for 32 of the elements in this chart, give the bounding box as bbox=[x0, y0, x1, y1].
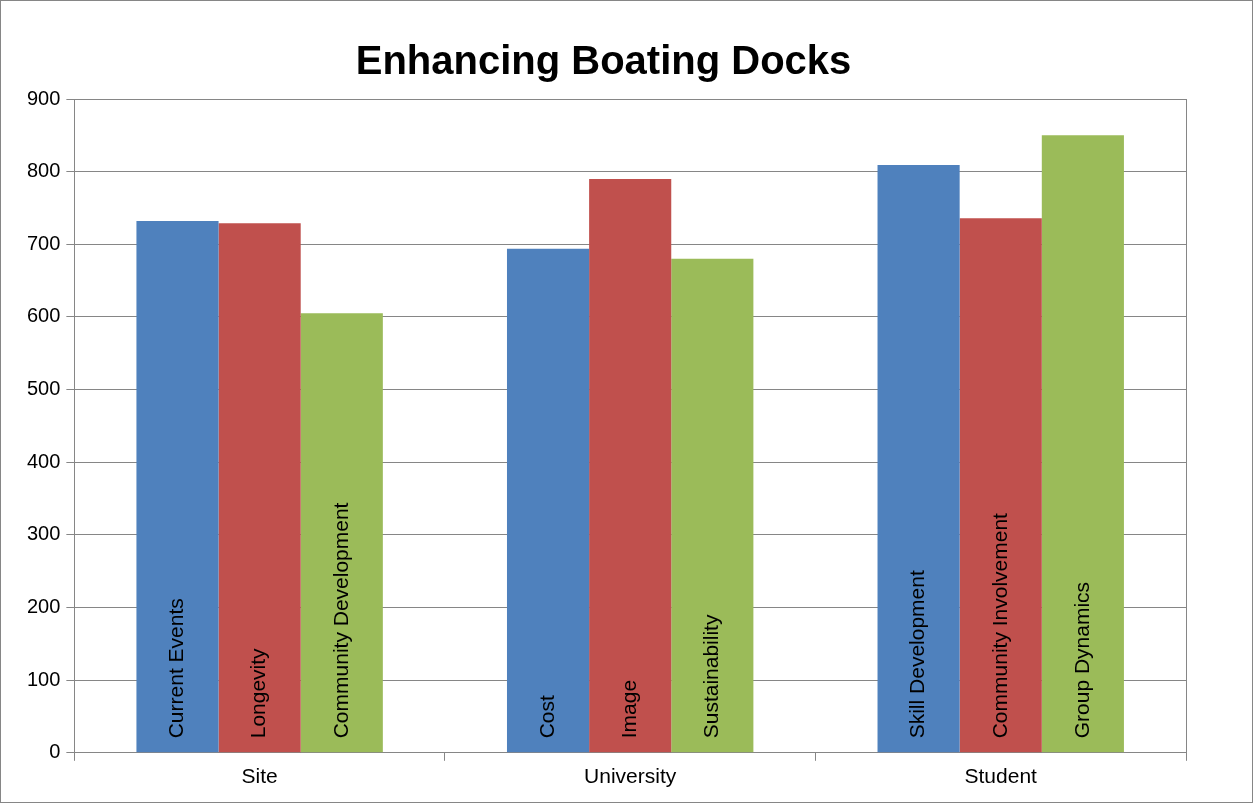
bar bbox=[136, 221, 219, 753]
data-label: Cost bbox=[534, 694, 558, 739]
y-tick-label: 400 bbox=[26, 449, 61, 472]
bar bbox=[959, 218, 1042, 753]
data-label: Longevity bbox=[246, 647, 270, 739]
bar bbox=[300, 313, 383, 753]
data-label: Sustainability bbox=[699, 614, 723, 739]
data-label: Community Involvement bbox=[987, 512, 1011, 739]
x-tick-label: Site bbox=[241, 764, 278, 788]
y-tick-label: 200 bbox=[26, 595, 61, 618]
y-tick-label: 100 bbox=[26, 667, 61, 690]
y-tick-label: 700 bbox=[26, 231, 61, 254]
y-tick-label: 600 bbox=[26, 304, 61, 327]
x-tick-label: University bbox=[584, 764, 677, 788]
bar bbox=[506, 248, 590, 753]
x-tick-label: Student bbox=[964, 764, 1038, 788]
y-tick-label: 900 bbox=[26, 86, 61, 109]
data-label: Group Dynamics bbox=[1069, 581, 1093, 739]
bar bbox=[218, 223, 301, 753]
y-tick-label: 800 bbox=[26, 159, 61, 182]
data-label: Image bbox=[616, 679, 640, 739]
y-tick-label: 300 bbox=[26, 522, 61, 545]
bar bbox=[1041, 135, 1124, 753]
chart-title: Enhancing Boating Docks bbox=[355, 38, 852, 83]
y-tick-label: 500 bbox=[26, 377, 61, 400]
data-label: Current Events bbox=[164, 598, 188, 739]
bar bbox=[671, 258, 754, 753]
bar bbox=[877, 165, 960, 753]
data-label: Community Development bbox=[328, 502, 352, 739]
y-tick-label: 0 bbox=[49, 740, 61, 763]
data-label: Skill Development bbox=[905, 570, 929, 739]
bar bbox=[589, 178, 672, 753]
